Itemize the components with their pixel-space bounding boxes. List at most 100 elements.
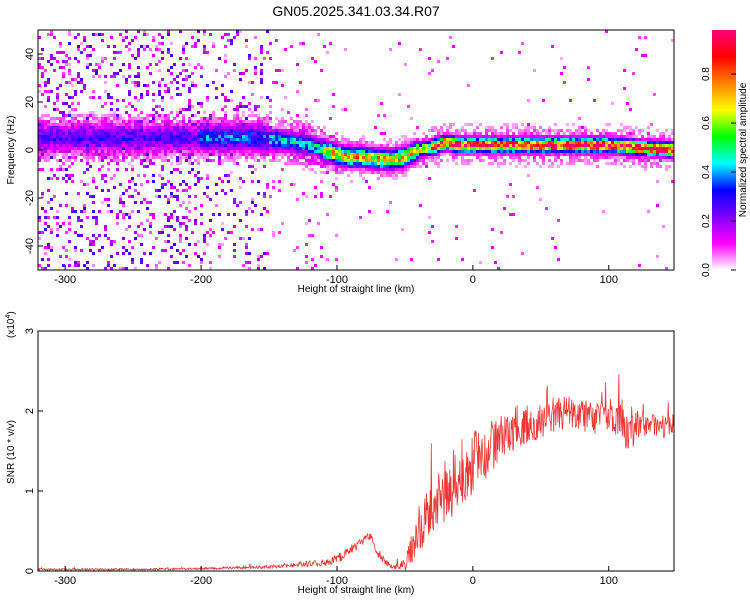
heatmap-cell [266, 135, 269, 138]
heatmap-cell [59, 204, 62, 207]
heatmap-cell [512, 153, 515, 156]
heatmap-cell [242, 132, 245, 135]
heatmap-cell [77, 129, 80, 132]
heatmap-cell [209, 141, 212, 144]
heatmap-cell [530, 126, 533, 129]
heatmap-cell [164, 123, 167, 126]
heatmap-cell [287, 141, 290, 144]
heatmap-cell [179, 162, 182, 165]
heatmap-cell [44, 222, 47, 225]
heatmap-cell [257, 132, 260, 135]
heatmap-cell [212, 159, 215, 162]
heatmap-cell [200, 75, 203, 78]
heatmap-cell [191, 126, 194, 129]
heatmap-cell [317, 144, 320, 147]
heatmap-cell [350, 159, 353, 162]
heatmap-cell [572, 147, 575, 150]
heatmap-cell [506, 138, 509, 141]
heatmap-cell [179, 57, 182, 60]
heatmap-cell [335, 189, 338, 192]
heatmap-cell [218, 117, 221, 120]
heatmap-cell [122, 144, 125, 147]
heatmap-cell [515, 153, 518, 156]
heatmap-cell [128, 144, 131, 147]
heatmap-cell [197, 150, 200, 153]
heatmap-cell [263, 132, 266, 135]
heatmap-cell [356, 162, 359, 165]
heatmap-cell [572, 123, 575, 126]
heatmap-cell [98, 234, 101, 237]
heatmap-cell [143, 135, 146, 138]
heatmap-cell [170, 186, 173, 189]
heatmap-cell [50, 33, 53, 36]
heatmap-cell [113, 264, 116, 267]
heatmap-cell [176, 132, 179, 135]
heatmap-cell [170, 141, 173, 144]
heatmap-cell [359, 165, 362, 168]
heatmap-cell [479, 150, 482, 153]
heatmap-cell [206, 129, 209, 132]
heatmap-cell [80, 225, 83, 228]
heatmap-cell [182, 261, 185, 264]
heatmap-cell [503, 147, 506, 150]
heatmap-cell [596, 165, 599, 168]
heatmap-cell [200, 213, 203, 216]
y-tick-label: 20 [24, 96, 36, 108]
heatmap-cell [218, 147, 221, 150]
heatmap-cell [101, 60, 104, 63]
heatmap-cell [152, 156, 155, 159]
heatmap-cell [149, 153, 152, 156]
heatmap-cell [515, 123, 518, 126]
heatmap-cell [230, 153, 233, 156]
heatmap-cell [374, 171, 377, 174]
heatmap-cell [143, 159, 146, 162]
heatmap-cell [335, 168, 338, 171]
heatmap-cell [242, 150, 245, 153]
heatmap-cell [206, 99, 209, 102]
heatmap-cell [254, 156, 257, 159]
heatmap-cell [221, 243, 224, 246]
heatmap-cell [305, 243, 308, 246]
heatmap-cell [137, 225, 140, 228]
heatmap-cell [98, 168, 101, 171]
heatmap-cell [653, 141, 656, 144]
heatmap-cell [449, 153, 452, 156]
heatmap-cell [248, 150, 251, 153]
heatmap-cell [128, 225, 131, 228]
heatmap-cell [260, 78, 263, 81]
heatmap-cell [179, 123, 182, 126]
heatmap-cell [248, 108, 251, 111]
heatmap-cell [137, 153, 140, 156]
heatmap-cell [182, 189, 185, 192]
heatmap-cell [44, 120, 47, 123]
heatmap-cell [161, 150, 164, 153]
heatmap-cell [629, 156, 632, 159]
heatmap-cell [632, 162, 635, 165]
heatmap-cell [344, 138, 347, 141]
heatmap-cell [161, 153, 164, 156]
heatmap-cell [146, 150, 149, 153]
heatmap-cell [614, 162, 617, 165]
heatmap-cell [119, 135, 122, 138]
heatmap-cell [38, 84, 41, 87]
heatmap-cell [350, 147, 353, 150]
heatmap-cell [485, 141, 488, 144]
heatmap-cell [173, 210, 176, 213]
heatmap-cell [143, 144, 146, 147]
heatmap-cell [359, 138, 362, 141]
heatmap-cell [251, 93, 254, 96]
heatmap-cell [323, 141, 326, 144]
heatmap-cell [584, 135, 587, 138]
heatmap-cell [107, 96, 110, 99]
heatmap-cell [125, 267, 128, 270]
heatmap-cell [281, 84, 284, 87]
heatmap-cell [659, 153, 662, 156]
heatmap-cell [221, 84, 224, 87]
heatmap-cell [239, 72, 242, 75]
heatmap-cell [128, 90, 131, 93]
spectrogram-x-axis-label: Height of straight line (km) [298, 284, 415, 295]
heatmap-cell [83, 183, 86, 186]
heatmap-cell [104, 141, 107, 144]
heatmap-cell [119, 183, 122, 186]
heatmap-cell [83, 138, 86, 141]
